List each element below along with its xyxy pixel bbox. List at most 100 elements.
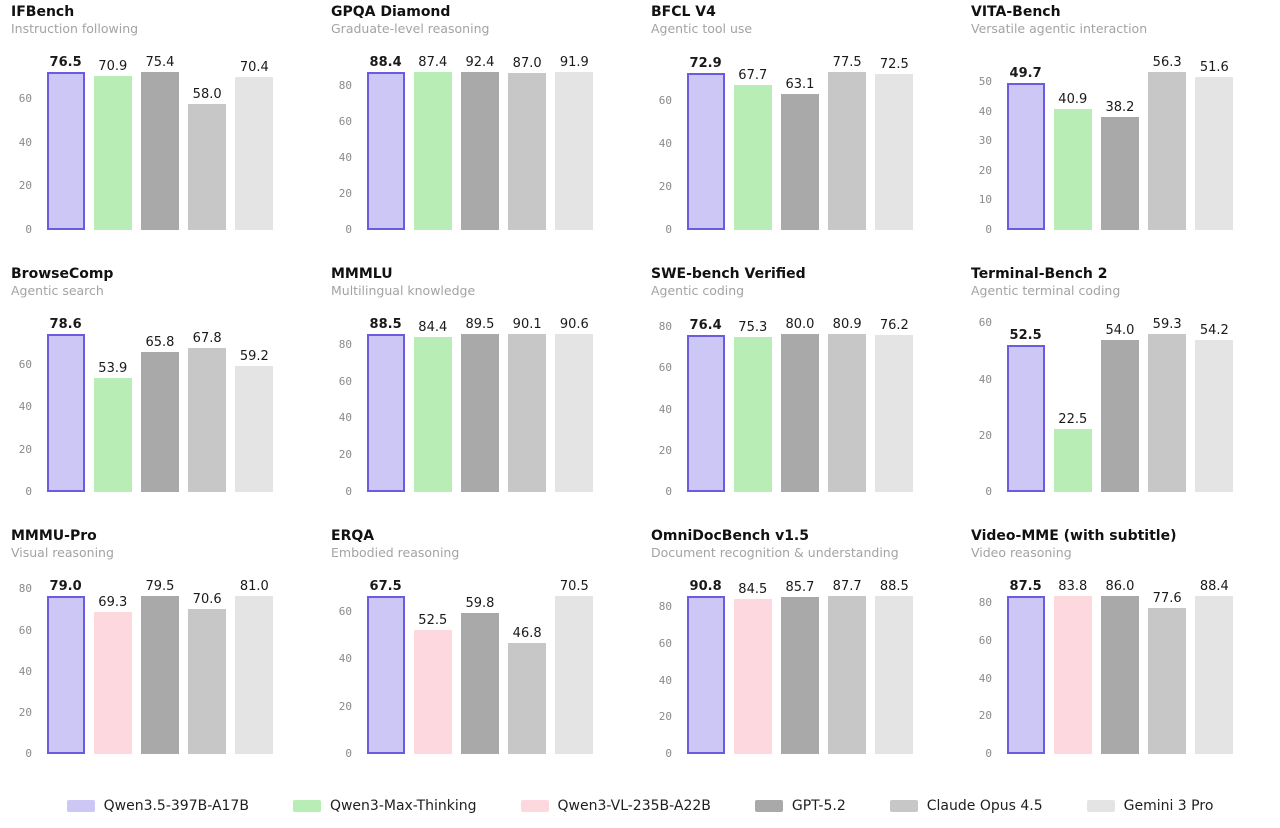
bar-qwen3-max-thinking [1053,428,1092,492]
y-axis-tick-label: 80 [658,320,672,334]
bar-value-label: 88.5 [879,579,909,594]
bar-group-gemini-3-pro: 90.6 [551,317,598,492]
bar-qwen3-5-397b-a17b [46,596,85,754]
chart-video-mme-with-subtitle: Video-MME (with subtitle) Video reasoning… [960,524,1280,786]
bar-gpt-5-2 [460,612,499,754]
bar-group-qwen3-max-thinking: 53.9 [89,317,136,492]
bar-qwen3-max-thinking [733,336,772,492]
bar-gpt-5-2 [140,596,179,754]
bar-gpt-5-2 [140,352,179,492]
bar-group-gpt-5-2: 86.0 [1096,579,1143,754]
y-axis-tick-label: 10 [978,193,992,207]
bar-group-claude-opus-4-5: 70.6 [184,579,231,754]
bar-group-qwen3-5-397b-a17b: 88.4 [362,55,409,230]
bar-group-qwen3-max-thinking: 87.4 [409,55,456,230]
bar-group-claude-opus-4-5: 87.0 [504,55,551,230]
bar-qwen3-5-397b-a17b [46,72,85,230]
y-axis-tick-label: 60 [338,114,352,128]
chart-title: MMMLU [331,266,393,282]
y-axis-tick-label: 0 [345,485,352,498]
bar-group-qwen3-5-397b-a17b: 88.5 [362,317,409,492]
bar-value-label: 70.4 [239,59,269,75]
y-axis-tick-label: 40 [18,664,32,678]
legend-item-qwen3-max-thinking: Qwen3-Max-Thinking [292,798,477,814]
bar-qwen3-vl-235b-a22b [413,629,452,754]
bar-group-gemini-3-pro: 81.0 [231,579,278,754]
bar-qwen3-5-397b-a17b [366,72,405,230]
bar-gpt-5-2 [140,72,179,230]
bar-value-label: 83.8 [1058,579,1088,594]
plot-area: 0 20 40 60 80 79.0 69.3 79.5 70.6 81.0 [19,579,278,760]
bar-qwen3-5-397b-a17b [686,596,725,754]
bar-value-label: 85.7 [785,579,815,595]
y-axis-tick-label: 0 [25,485,32,498]
bar-value-label: 76.4 [689,317,722,333]
plot-area: 0 20 40 60 67.5 52.5 59.8 46.8 70.5 [339,579,598,760]
y-axis-tick-label: 0 [345,223,352,236]
y-axis-tick-label: 40 [338,411,352,425]
bar-group-qwen3-vl-235b-a22b: 84.5 [729,579,776,754]
bar-value-label: 56.3 [1152,55,1182,70]
bars: 49.7 40.9 38.2 56.3 51.6 [1002,55,1238,230]
bar-value-label: 79.5 [145,579,175,594]
bar-claude-opus-4-5 [828,596,867,754]
bar-value-label: 84.5 [738,581,768,597]
bar-value-label: 70.6 [192,591,222,607]
legend-label: Qwen3-VL-235B-A22B [557,798,711,814]
bar-group-gpt-5-2: 54.0 [1096,317,1143,492]
bar-group-gemini-3-pro: 70.4 [231,55,278,230]
bar-value-label: 87.5 [1009,579,1042,594]
bar-group-qwen3-max-thinking: 84.4 [409,317,456,492]
bar-gpt-5-2 [780,596,819,754]
bar-gemini-3-pro [875,596,914,754]
bar-gpt-5-2 [1100,340,1139,492]
bar-qwen3-5-397b-a17b [686,73,725,230]
bar-value-label: 88.4 [369,55,402,70]
bar-group-gemini-3-pro: 88.4 [1191,579,1238,754]
chart-subtitle: Document recognition & understanding [651,545,899,560]
chart-subtitle: Agentic terminal coding [971,283,1121,298]
y-axis: 0 20 40 60 [322,579,356,760]
y-axis-tick-label: 40 [978,671,992,685]
bar-value-label: 79.0 [49,579,82,594]
y-axis: 0 20 40 60 [2,317,36,498]
benchmark-chart-grid: IFBench Instruction following 0 20 40 60 76.5 7… [2,4,1280,786]
y-axis-tick-label: 60 [978,633,992,647]
y-axis-tick-label: 80 [18,582,32,596]
y-axis-tick-label: 60 [658,94,672,107]
bar-gemini-3-pro [235,596,274,754]
bar-value-label: 67.5 [369,579,402,594]
chart-erqa: ERQA Embodied reasoning 0 20 40 60 67.5 52.5 59.… [320,524,640,786]
chart-terminal-bench-2: Terminal-Bench 2 Agentic terminal coding 0… [960,262,1280,524]
bar-value-label: 76.2 [879,317,909,333]
plot-area: 0 20 40 60 80 88.4 87.4 92.4 87.0 91.9 [339,55,598,236]
chart-subtitle: Visual reasoning [11,545,114,560]
y-axis: 0 20 40 60 [962,316,996,498]
bar-group-claude-opus-4-5: 59.3 [1144,317,1191,492]
bar-group-qwen3-max-thinking: 22.5 [1049,317,1096,492]
y-axis-tick-label: 50 [978,74,992,88]
y-axis-tick-label: 20 [658,180,672,193]
chart-subtitle: Graduate-level reasoning [331,21,490,36]
bar-claude-opus-4-5 [508,73,547,230]
y-axis-tick-label: 80 [338,337,352,351]
bar-qwen3-5-397b-a17b [1006,344,1045,492]
bar-group-claude-opus-4-5: 67.8 [184,317,231,492]
y-axis-tick-label: 60 [18,623,32,637]
bar-group-claude-opus-4-5: 77.5 [824,55,871,230]
legend-swatch-icon [1086,800,1115,812]
bar-value-label: 59.8 [465,595,495,611]
bars: 52.5 22.5 54.0 59.3 54.2 [1002,317,1238,492]
y-axis-tick-label: 60 [978,316,992,330]
bars: 76.4 75.3 80.0 80.9 76.2 [682,317,918,492]
bar-group-gemini-3-pro: 76.2 [871,317,918,492]
y-axis-tick-label: 40 [658,137,672,150]
bar-qwen3-5-397b-a17b [1006,82,1045,230]
bar-value-label: 54.0 [1105,323,1135,339]
bar-gpt-5-2 [1100,116,1139,230]
y-axis-tick-label: 0 [665,747,672,760]
bar-claude-opus-4-5 [508,643,547,754]
bar-value-label: 76.5 [49,55,82,70]
legend-label: Claude Opus 4.5 [926,798,1043,814]
legend-label: Gemini 3 Pro [1123,798,1214,814]
